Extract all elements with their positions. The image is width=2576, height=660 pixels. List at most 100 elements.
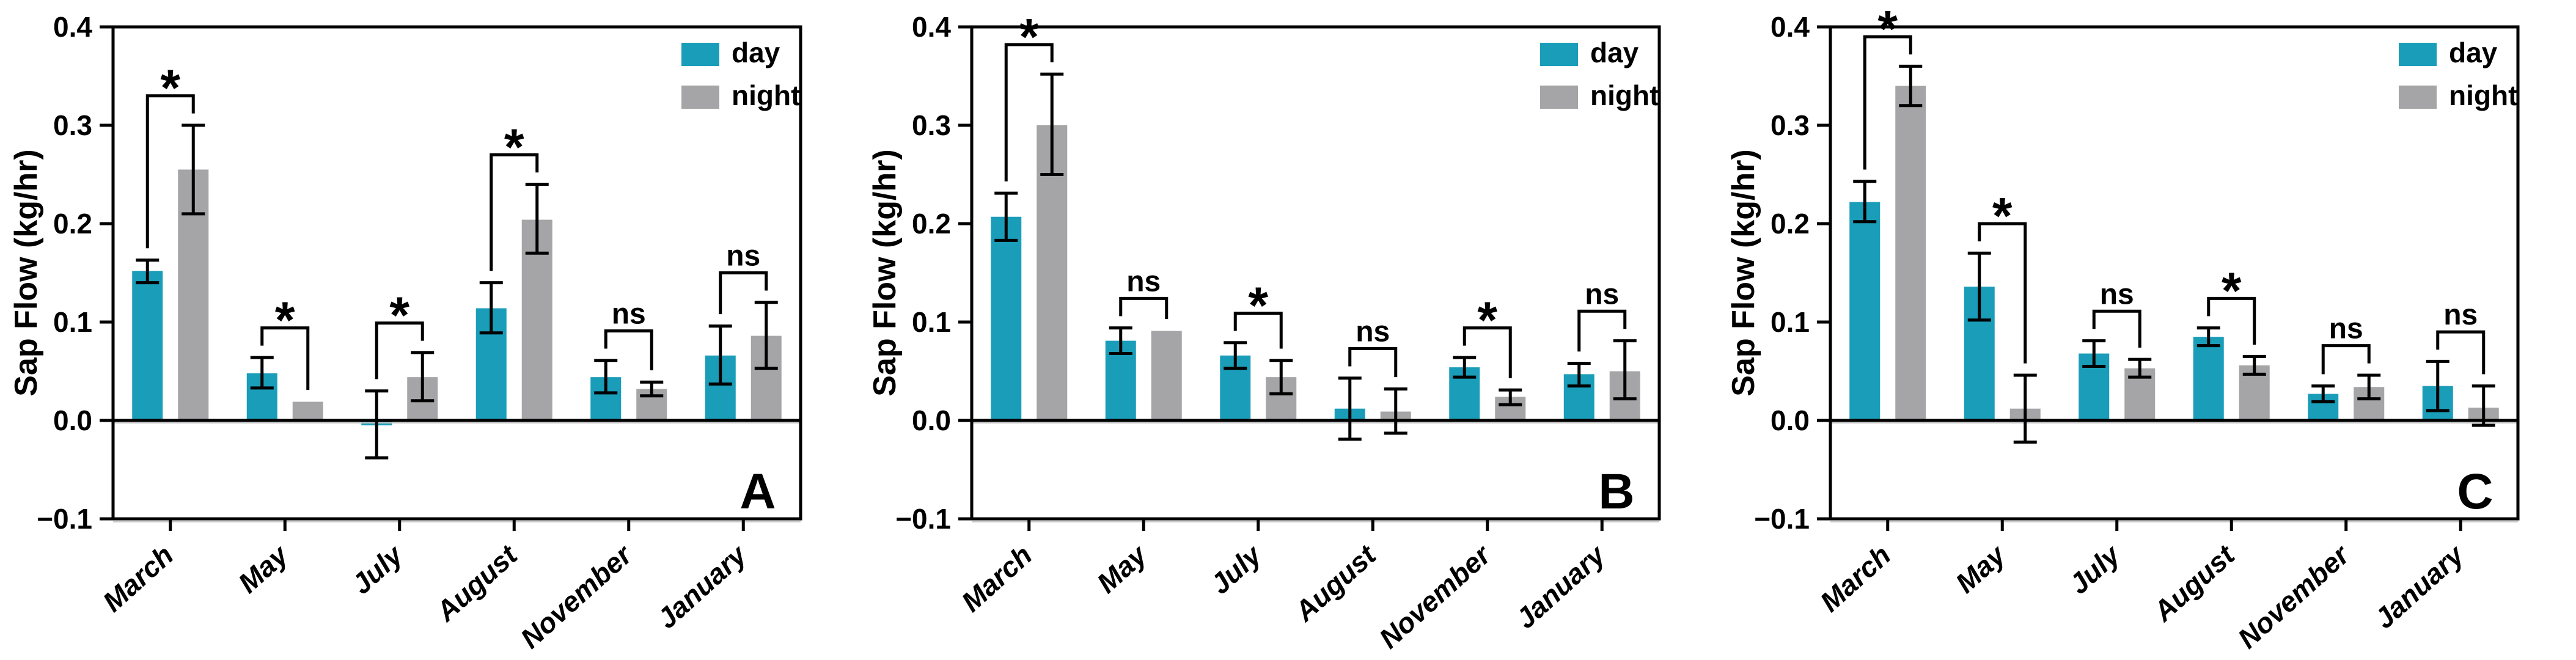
x-tick-label-july: July — [2063, 538, 2127, 600]
x-tick-label-august: August — [430, 538, 524, 628]
y-tick-label: 0.3 — [53, 109, 92, 141]
y-axis-title: Sap Flow (kg/hr) — [867, 149, 903, 396]
x-tick-label-january: January — [651, 538, 754, 634]
significance-label-march: * — [160, 59, 180, 117]
y-tick-label: 0.4 — [53, 11, 92, 43]
bar-august-day — [2193, 337, 2224, 420]
y-tick-label: −0.1 — [37, 503, 92, 535]
significance-label-march: * — [1877, 0, 1898, 57]
significance-label-november: ns — [2329, 313, 2363, 345]
significance-label-august: * — [504, 118, 524, 175]
legend-swatch-day — [681, 43, 719, 66]
bar-march-day — [991, 216, 1022, 420]
legend-swatch-night — [2399, 86, 2437, 109]
significance-bracket-may — [1978, 222, 2027, 364]
significance-bracket-january — [2436, 330, 2486, 375]
x-tick-label-may: May — [1091, 538, 1154, 599]
legend-swatch-day — [2399, 43, 2437, 66]
significance-bracket-july — [2092, 309, 2141, 348]
x-tick-label-august: August — [1288, 538, 1383, 628]
panel-letter: A — [739, 464, 776, 519]
y-tick-label: 0.1 — [912, 306, 951, 338]
x-tick-label-november: November — [2231, 538, 2356, 654]
significance-bracket-august — [1348, 346, 1398, 378]
legend-swatch-night — [1540, 86, 1578, 109]
bar-march-day — [132, 271, 163, 420]
x-tick-label-may: May — [1950, 538, 2013, 599]
y-tick-label: 0.2 — [912, 208, 951, 240]
y-tick-label: 0.0 — [912, 405, 951, 436]
x-tick-label-august: August — [2147, 538, 2242, 628]
y-axis-title: Sap Flow (kg/hr) — [9, 149, 44, 396]
significance-bracket-august — [2207, 296, 2256, 345]
y-axis-title: Sap Flow (kg/hr) — [1726, 149, 1761, 396]
significance-bracket-november — [2321, 344, 2371, 375]
x-tick-label-november: November — [1373, 538, 1497, 654]
significance-bracket-march — [145, 94, 195, 249]
significance-label-january: ns — [1585, 278, 1619, 310]
legend-label-day: day — [2449, 37, 2498, 68]
significance-bracket-january — [719, 271, 768, 315]
legend-label-night: night — [1590, 79, 1659, 111]
x-tick-label-march: March — [1814, 539, 1896, 618]
significance-bracket-july — [375, 321, 424, 380]
significance-label-january: ns — [2443, 299, 2478, 331]
y-tick-label: 0.3 — [1771, 109, 1810, 141]
significance-label-january: ns — [726, 240, 760, 273]
bar-may-night — [292, 402, 323, 420]
panel-letter: B — [1598, 464, 1634, 519]
y-tick-label: 0.2 — [53, 208, 92, 240]
x-tick-label-november: November — [514, 538, 639, 654]
y-tick-label: 0.4 — [912, 11, 951, 43]
significance-bracket-july — [1233, 312, 1283, 349]
legend-swatch-night — [681, 86, 719, 109]
panel-A: 0.4 0.3 0.2 0.1 0.0 −0.1 March May July August Nov… — [0, 0, 859, 660]
y-tick-label: 0.3 — [912, 109, 951, 141]
y-tick-label: −0.1 — [1754, 503, 1810, 535]
x-tick-label-january: January — [2368, 538, 2471, 634]
significance-label-march: * — [1019, 8, 1039, 65]
y-tick-label: 0.0 — [1771, 405, 1810, 436]
y-tick-label: 0.1 — [1771, 306, 1810, 338]
significance-bracket-may — [260, 326, 310, 391]
significance-bracket-may — [1119, 296, 1169, 320]
plot-frame — [1829, 25, 2520, 521]
panel-C: 0.4 0.3 0.2 0.1 0.0 −0.1 March May July August Nov… — [1717, 0, 2576, 660]
x-tick-label-march: March — [97, 539, 179, 618]
x-tick-label-july: July — [1204, 538, 1268, 600]
y-tick-label: 0.0 — [53, 405, 92, 436]
bar-march-day — [1849, 202, 1881, 420]
significance-label-august: ns — [1356, 315, 1390, 348]
y-tick-label: −0.1 — [895, 503, 951, 535]
bar-march-night — [1895, 86, 1926, 421]
significance-bracket-august — [490, 153, 539, 271]
legend-label-night: night — [732, 79, 800, 111]
significance-label-july: * — [1248, 277, 1268, 334]
significance-label-may: * — [275, 292, 295, 349]
significance-label-november: * — [1477, 292, 1497, 349]
x-tick-label-january: January — [1510, 538, 1612, 634]
legend-label-night: night — [2449, 79, 2517, 111]
significance-label-august: * — [2222, 262, 2242, 319]
plot-frame — [111, 25, 802, 521]
significance-bracket-march — [1004, 43, 1054, 182]
significance-label-may: * — [1992, 187, 2013, 244]
significance-label-november: ns — [612, 298, 646, 330]
x-tick-label-march: March — [955, 539, 1038, 618]
y-tick-label: 0.2 — [1771, 208, 1810, 240]
y-tick-label: 0.4 — [1771, 11, 1810, 43]
legend-swatch-day — [1540, 43, 1578, 66]
bar-may-night — [1151, 331, 1182, 420]
x-tick-label-july: July — [345, 538, 409, 600]
significance-bracket-january — [1577, 309, 1627, 352]
significance-bracket-november — [604, 329, 653, 370]
significance-label-july: ns — [2100, 278, 2134, 310]
legend-label-day: day — [732, 37, 780, 68]
legend-label-day: day — [1590, 37, 1639, 68]
significance-label-july: * — [389, 287, 409, 344]
x-tick-label-may: May — [232, 538, 295, 599]
